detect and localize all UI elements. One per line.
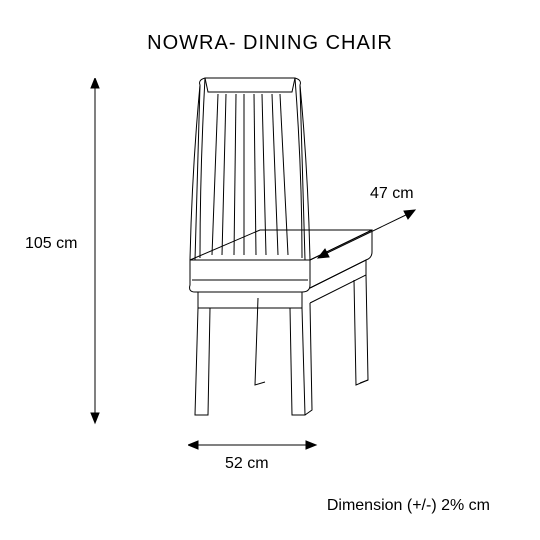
product-title: NOWRA- DINING CHAIR	[0, 32, 540, 55]
dimension-tolerance-note: Dimension (+/-) 2% cm	[327, 497, 490, 515]
height-label: 105 cm	[25, 235, 77, 253]
depth-label: 47 cm	[370, 185, 414, 203]
height-dimension-line	[85, 78, 105, 428]
depth-dimension-line	[315, 205, 420, 265]
width-label: 52 cm	[225, 455, 269, 473]
width-dimension-line	[188, 435, 318, 455]
